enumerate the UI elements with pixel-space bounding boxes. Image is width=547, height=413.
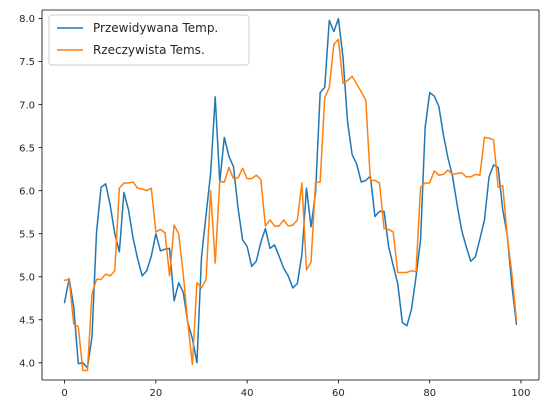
legend-box — [48, 14, 250, 66]
y-tick-label: 5.5 — [19, 229, 35, 240]
legend: Przewidywana Temp. Rzeczywista Tems. — [48, 14, 250, 66]
y-axis: 4.0 4.5 5.0 5.5 6.0 6.5 7.0 7.5 8.0 — [19, 14, 42, 369]
x-tick-label: 100 — [511, 388, 530, 399]
y-tick-label: 8.0 — [19, 14, 35, 25]
y-tick-label: 5.0 — [19, 272, 35, 283]
series-layer — [63, 17, 518, 372]
y-tick-label: 6.5 — [19, 143, 35, 154]
series-line-actual — [63, 38, 518, 372]
x-axis: 0 20 40 60 80 100 — [61, 380, 531, 399]
x-tick-label: 20 — [150, 388, 163, 399]
x-tick-label: 0 — [61, 388, 67, 399]
legend-label-actual: Rzeczywista Tems. — [93, 43, 205, 57]
x-tick-label: 40 — [241, 388, 254, 399]
legend-label-predicted: Przewidywana Temp. — [93, 21, 218, 35]
series-line-predicted — [63, 17, 518, 369]
x-tick-label: 80 — [423, 388, 436, 399]
y-tick-label: 4.5 — [19, 315, 35, 326]
y-tick-label: 6.0 — [19, 186, 35, 197]
y-tick-label: 7.5 — [19, 57, 35, 68]
x-tick-label: 60 — [332, 388, 345, 399]
y-tick-label: 7.0 — [19, 100, 35, 111]
plot-frame — [41, 9, 540, 381]
y-tick-label: 4.0 — [19, 358, 35, 369]
